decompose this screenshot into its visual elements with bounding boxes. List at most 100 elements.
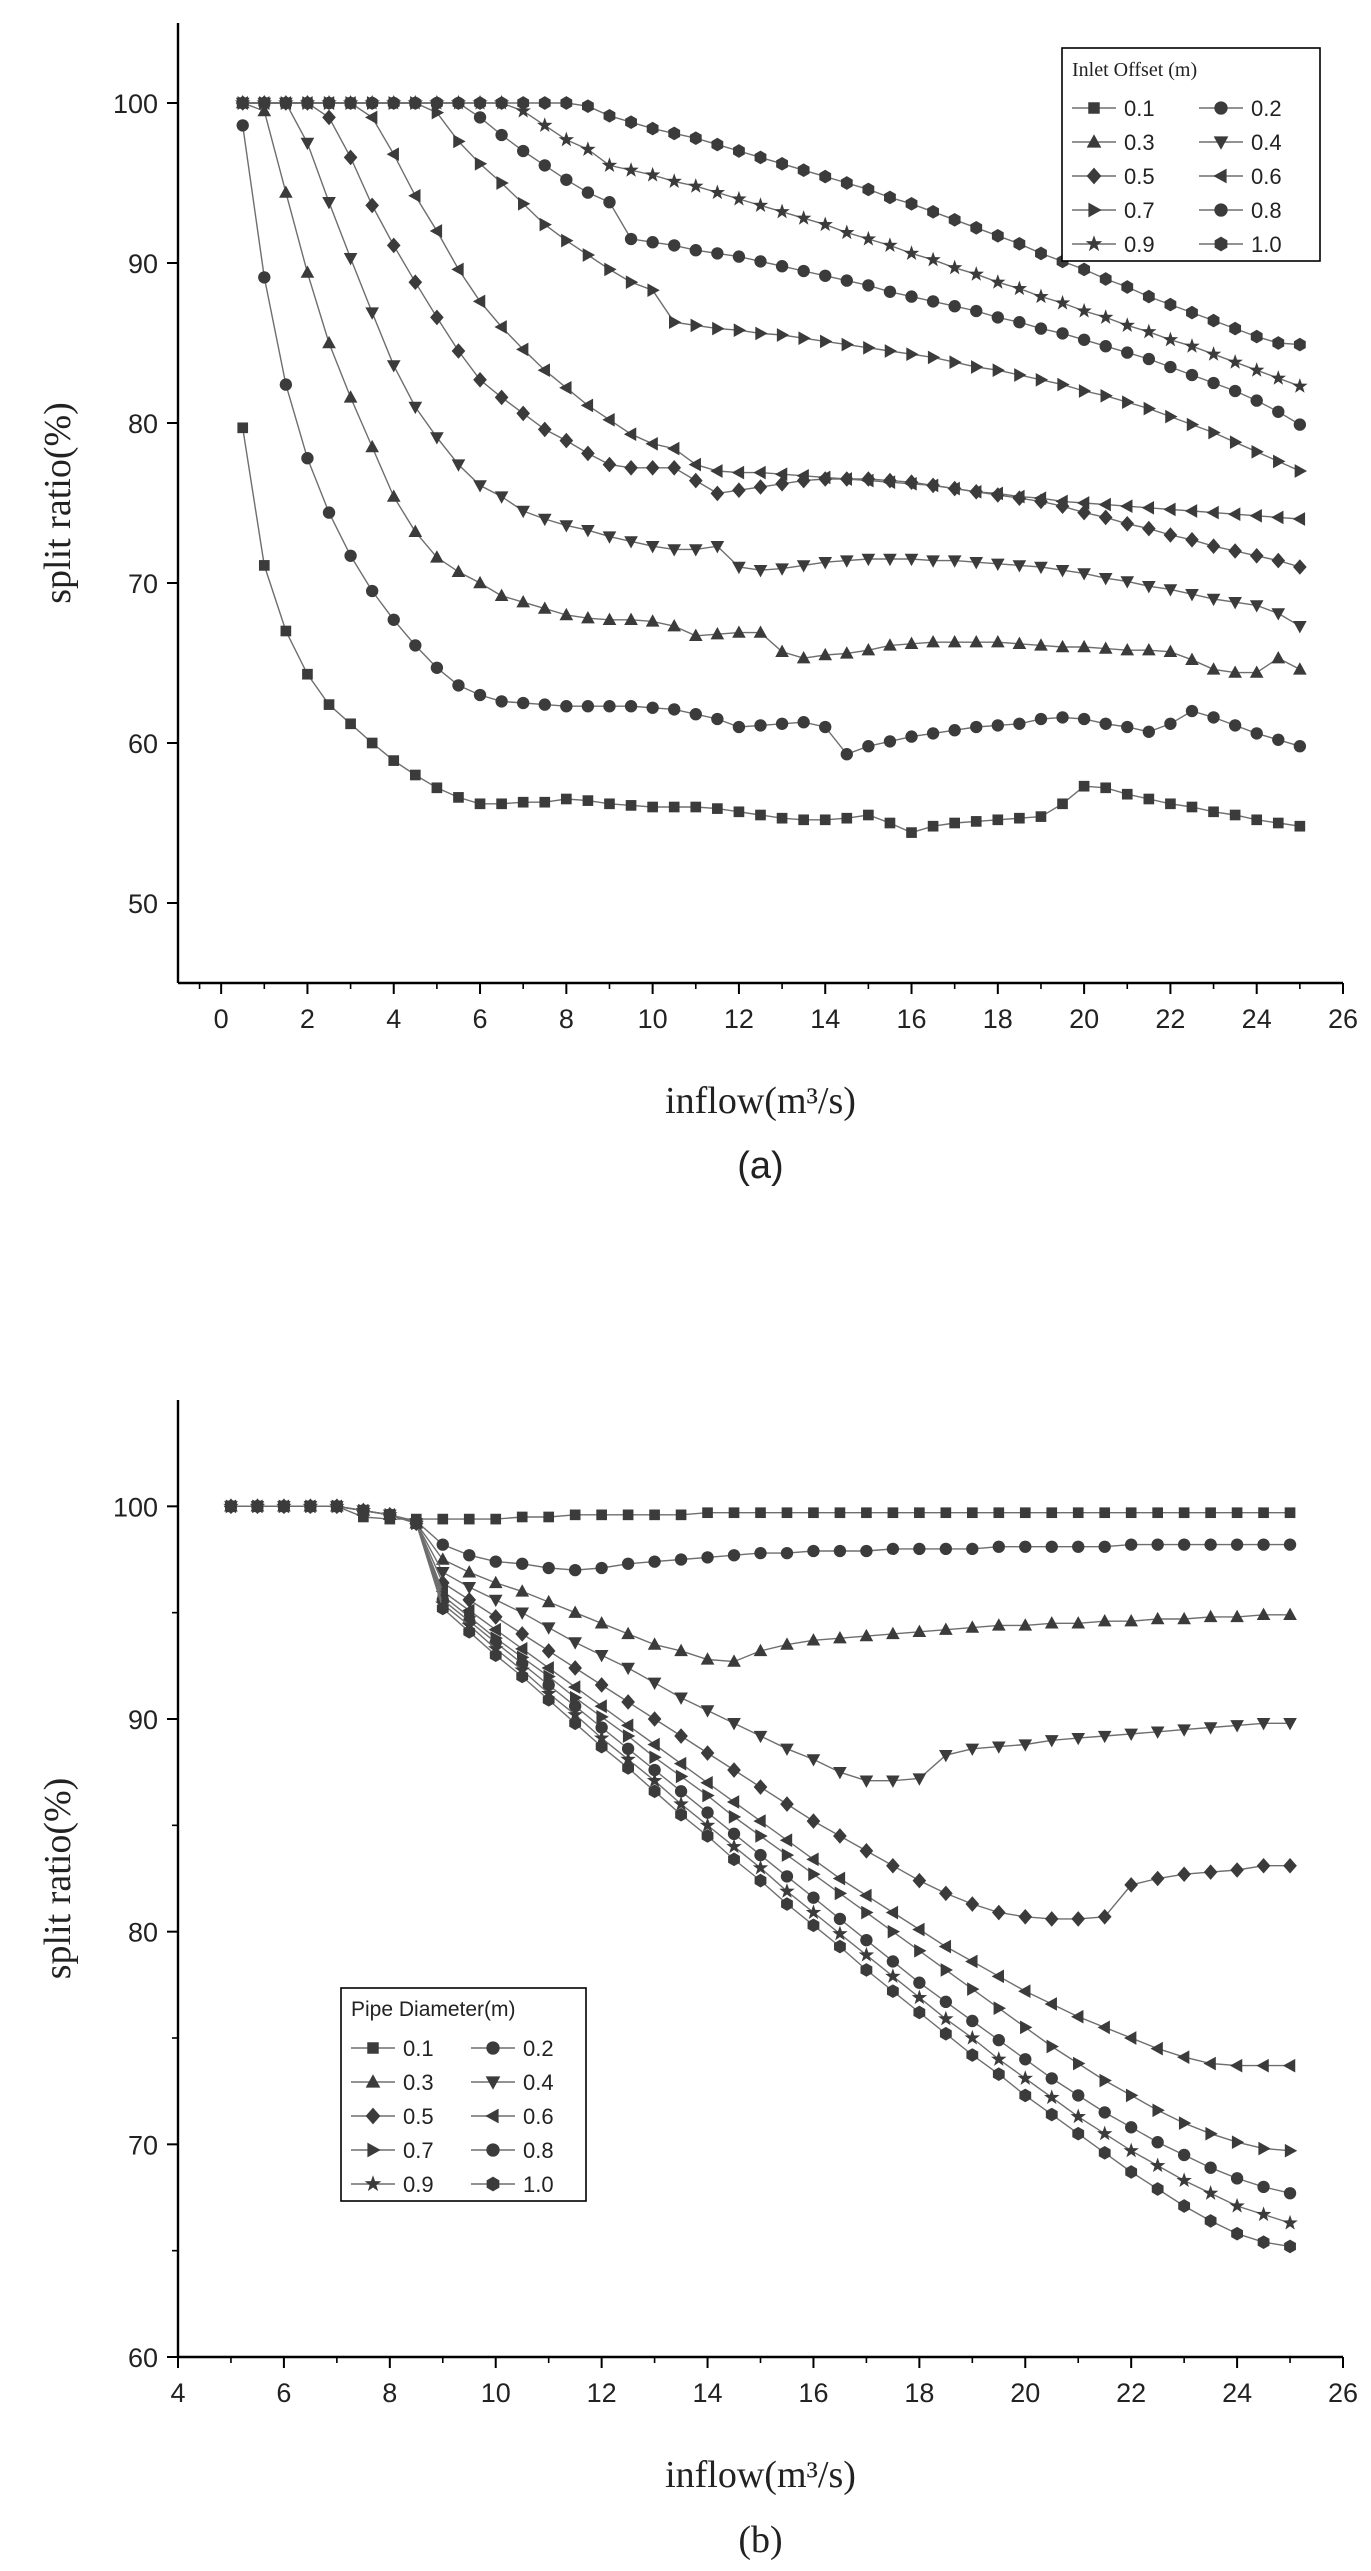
legend-label: 0.4 bbox=[523, 2070, 554, 2095]
data-point bbox=[622, 1729, 636, 1743]
legend-item: 0.3 bbox=[1072, 130, 1155, 155]
data-point bbox=[430, 432, 444, 445]
data-point bbox=[668, 801, 680, 813]
data-point bbox=[343, 390, 358, 403]
legend-label: 0.7 bbox=[403, 2138, 434, 2163]
data-point bbox=[949, 817, 960, 829]
series-0.1 bbox=[237, 422, 1306, 838]
data-point bbox=[710, 485, 725, 502]
data-point bbox=[1293, 418, 1307, 431]
data-point bbox=[818, 557, 833, 570]
data-point bbox=[474, 156, 488, 171]
data-point bbox=[1250, 727, 1263, 740]
data-point bbox=[1228, 665, 1242, 678]
data-point bbox=[1150, 2041, 1163, 2056]
data-point bbox=[808, 1507, 819, 1519]
x-tick-label: 22 bbox=[1116, 2378, 1146, 2408]
data-point bbox=[1202, 2185, 1219, 2200]
series-1.0 bbox=[225, 1499, 1296, 2254]
data-point bbox=[488, 1575, 503, 1589]
data-point bbox=[966, 1507, 978, 1519]
data-point bbox=[675, 1807, 687, 1822]
data-point bbox=[581, 700, 595, 713]
data-point bbox=[712, 803, 723, 814]
data-point bbox=[595, 1739, 608, 1754]
data-point bbox=[806, 1813, 821, 1829]
data-point bbox=[1072, 2089, 1085, 2102]
legend-label: 0.1 bbox=[1124, 96, 1155, 121]
x-tick-label: 26 bbox=[1328, 2378, 1358, 2408]
data-point bbox=[1206, 505, 1219, 520]
data-point bbox=[1272, 733, 1285, 746]
data-point bbox=[594, 1699, 607, 1714]
data-point bbox=[581, 99, 594, 114]
data-point bbox=[781, 1848, 795, 1862]
data-point bbox=[387, 96, 400, 110]
data-point bbox=[517, 796, 529, 808]
data-point bbox=[431, 782, 443, 794]
data-point bbox=[1097, 309, 1114, 324]
data-point bbox=[905, 290, 918, 303]
legend-marker bbox=[486, 2176, 500, 2192]
data-point bbox=[1142, 520, 1156, 537]
data-point bbox=[780, 1546, 794, 1560]
data-point bbox=[582, 248, 596, 262]
data-point bbox=[1258, 1507, 1269, 1519]
data-point bbox=[1227, 507, 1241, 522]
data-point bbox=[753, 465, 766, 480]
data-point bbox=[883, 735, 897, 748]
data-point bbox=[886, 1626, 900, 1640]
data-point bbox=[568, 1700, 582, 1713]
data-point bbox=[912, 1872, 927, 1889]
data-point bbox=[912, 1922, 925, 1937]
data-point bbox=[860, 1963, 873, 1977]
data-point bbox=[1019, 1540, 1032, 1553]
legend-marker bbox=[1214, 236, 1228, 252]
data-point bbox=[886, 1984, 899, 1999]
data-point bbox=[1098, 641, 1113, 654]
data-point bbox=[1141, 500, 1155, 515]
data-point bbox=[947, 481, 960, 496]
data-point bbox=[1019, 2088, 1032, 2103]
data-point bbox=[1282, 2214, 1298, 2230]
data-point bbox=[1185, 589, 1199, 602]
data-point bbox=[1077, 504, 1091, 521]
data-point bbox=[451, 564, 466, 577]
data-point bbox=[700, 1705, 715, 1718]
legend-item: 0.6 bbox=[1199, 164, 1282, 189]
legend-item: 0.8 bbox=[1199, 198, 1282, 223]
x-tick-label: 6 bbox=[473, 1004, 488, 1034]
data-point bbox=[408, 188, 421, 203]
data-point bbox=[992, 1540, 1005, 1553]
data-point bbox=[1255, 2206, 1272, 2222]
data-point bbox=[1205, 2126, 1218, 2141]
data-point bbox=[559, 520, 574, 533]
data-point bbox=[781, 1897, 793, 1911]
data-point bbox=[601, 157, 618, 172]
data-point bbox=[452, 679, 465, 692]
data-point bbox=[938, 1939, 952, 1954]
y-axis-title: split ratio(%) bbox=[37, 1778, 79, 1980]
legend-marker bbox=[364, 2175, 382, 2192]
data-point bbox=[1177, 2148, 1191, 2162]
data-point bbox=[798, 814, 809, 826]
data-point bbox=[797, 264, 810, 278]
data-point bbox=[538, 698, 551, 711]
data-point bbox=[568, 1680, 581, 1694]
data-point bbox=[970, 220, 983, 235]
data-point bbox=[560, 700, 573, 713]
x-tick-label: 16 bbox=[896, 1004, 926, 1034]
data-point bbox=[621, 1626, 635, 1640]
data-point bbox=[993, 1507, 1005, 1519]
data-point bbox=[795, 210, 812, 225]
legend-marker bbox=[1088, 102, 1100, 114]
x-tick-label: 24 bbox=[1222, 2378, 1252, 2408]
data-point bbox=[1256, 1607, 1271, 1620]
data-point bbox=[710, 627, 725, 640]
data-point bbox=[1292, 512, 1306, 526]
data-point bbox=[700, 1652, 715, 1665]
data-point bbox=[622, 1761, 635, 1775]
data-point bbox=[496, 798, 507, 810]
data-point bbox=[1152, 1507, 1163, 1519]
data-point bbox=[1272, 336, 1285, 350]
